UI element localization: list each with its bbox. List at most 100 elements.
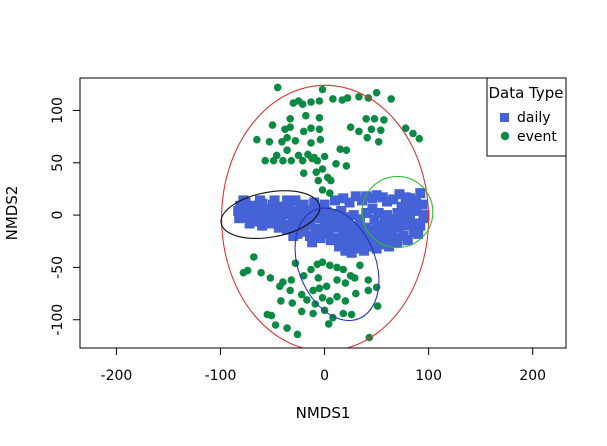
daily-point — [346, 247, 357, 258]
daily-point — [394, 189, 405, 200]
daily-point — [369, 214, 380, 225]
event-point — [318, 186, 327, 194]
daily-point — [396, 201, 407, 212]
event-point — [268, 121, 277, 129]
daily-point — [409, 218, 420, 229]
event-point — [339, 309, 348, 318]
event-point — [257, 268, 265, 277]
event-point — [299, 127, 308, 136]
daily-point — [321, 207, 332, 217]
daily-point — [402, 235, 413, 246]
event-point — [283, 324, 291, 332]
daily-point — [350, 191, 361, 202]
daily-point — [392, 208, 403, 218]
daily-point — [346, 221, 357, 232]
event-point — [315, 284, 324, 293]
daily-point — [300, 215, 311, 226]
event-point — [287, 276, 296, 284]
event-point — [299, 169, 308, 177]
event-point — [320, 152, 329, 161]
daily-point — [382, 196, 392, 207]
daily-point — [365, 241, 376, 252]
event-point — [387, 95, 396, 103]
daily-point — [404, 193, 415, 204]
event-point — [364, 276, 373, 284]
event-point — [287, 156, 296, 165]
event-point — [327, 176, 335, 185]
event-point — [286, 123, 295, 131]
legend: Data Type daily event — [486, 77, 567, 157]
event-point — [362, 115, 371, 123]
daily-point — [411, 205, 422, 216]
daily-point — [354, 214, 365, 225]
daily-point — [280, 219, 290, 230]
blue-ellipse — [294, 207, 380, 322]
daily-point — [235, 200, 246, 211]
daily-point — [371, 220, 382, 231]
daily-point — [321, 222, 332, 233]
daily-point — [315, 204, 326, 215]
event-point — [329, 95, 337, 103]
event-point — [338, 96, 347, 104]
event-point — [269, 156, 278, 165]
event-point — [302, 111, 310, 120]
daily-point — [236, 212, 247, 223]
daily-point — [350, 232, 361, 243]
event-point — [333, 276, 341, 284]
event-point — [363, 133, 372, 142]
daily-point — [377, 224, 388, 235]
event-point — [276, 282, 284, 291]
event-point — [307, 139, 315, 147]
daily-point — [361, 222, 372, 233]
y-tick-label: 100 — [50, 97, 66, 124]
daily-point — [257, 220, 268, 231]
daily-point — [244, 207, 255, 217]
event-point — [294, 151, 303, 160]
daily-point — [336, 236, 347, 247]
daily-point — [394, 216, 405, 227]
event-point — [313, 156, 322, 165]
daily-point — [290, 195, 301, 206]
daily-point — [311, 223, 322, 234]
daily-point — [338, 226, 349, 237]
daily-point — [359, 245, 370, 256]
daily-point — [363, 231, 374, 241]
legend-daily-swatch — [500, 113, 509, 122]
event-point — [341, 297, 350, 305]
event-point — [350, 274, 359, 282]
ellipse-layer — [220, 84, 434, 348]
event-point — [298, 100, 307, 108]
daily-point — [373, 208, 384, 218]
daily-point — [302, 205, 313, 216]
daily-point — [398, 210, 409, 221]
daily-point — [342, 239, 353, 250]
event-point — [315, 114, 324, 122]
x-tick-label: -100 — [205, 368, 237, 384]
daily-point — [313, 213, 324, 224]
daily-point — [273, 222, 284, 233]
daily-point — [288, 231, 299, 241]
event-point — [239, 268, 248, 277]
daily-point — [315, 233, 326, 244]
event-point — [277, 297, 285, 305]
event-point — [326, 189, 334, 197]
daily-point — [357, 227, 367, 238]
daily-point — [323, 228, 334, 239]
event-point — [409, 129, 417, 138]
event-point — [346, 123, 355, 131]
event-point — [377, 126, 385, 135]
y-tick-label: -100 — [50, 304, 66, 336]
event-point — [299, 272, 308, 280]
daily-point — [255, 195, 265, 206]
event-point — [311, 300, 320, 308]
daily-point — [327, 218, 338, 229]
daily-point — [334, 241, 345, 252]
daily-point — [282, 195, 293, 206]
daily-point — [348, 210, 359, 221]
green-ellipse — [361, 175, 434, 249]
event-point — [333, 263, 341, 272]
daily-point — [327, 209, 338, 219]
daily-point — [248, 200, 259, 211]
daily-point — [305, 220, 315, 231]
